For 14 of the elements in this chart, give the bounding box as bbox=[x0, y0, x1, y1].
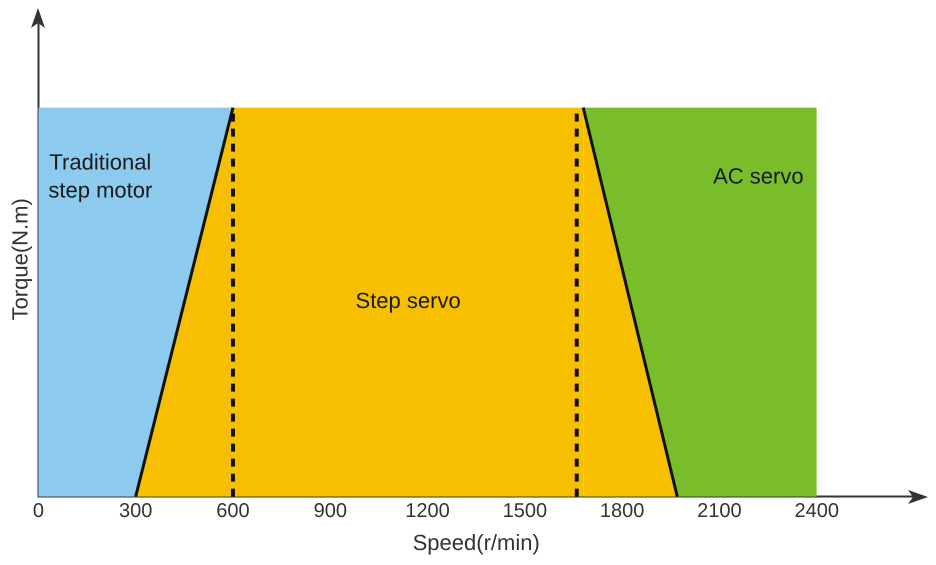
x-axis-title: Speed(r/min) bbox=[412, 530, 540, 555]
series-label: Traditional step motor bbox=[48, 150, 152, 203]
x-tick-label: 900 bbox=[314, 500, 347, 522]
x-tick-label: 0 bbox=[32, 500, 44, 522]
series-label: Step servo bbox=[356, 288, 461, 314]
y-axis-title: Torque(N.m) bbox=[7, 198, 32, 320]
x-tick-label: 1800 bbox=[600, 500, 644, 522]
x-tick-label: 300 bbox=[119, 500, 152, 522]
series-label: AC servo bbox=[713, 164, 804, 189]
x-tick-label: 1200 bbox=[405, 500, 450, 522]
x-tick-label: 2100 bbox=[697, 500, 742, 522]
x-tick-label: 600 bbox=[216, 500, 250, 522]
x-tick-label: 1500 bbox=[502, 500, 548, 522]
x-tick-label: 2400 bbox=[794, 500, 839, 522]
